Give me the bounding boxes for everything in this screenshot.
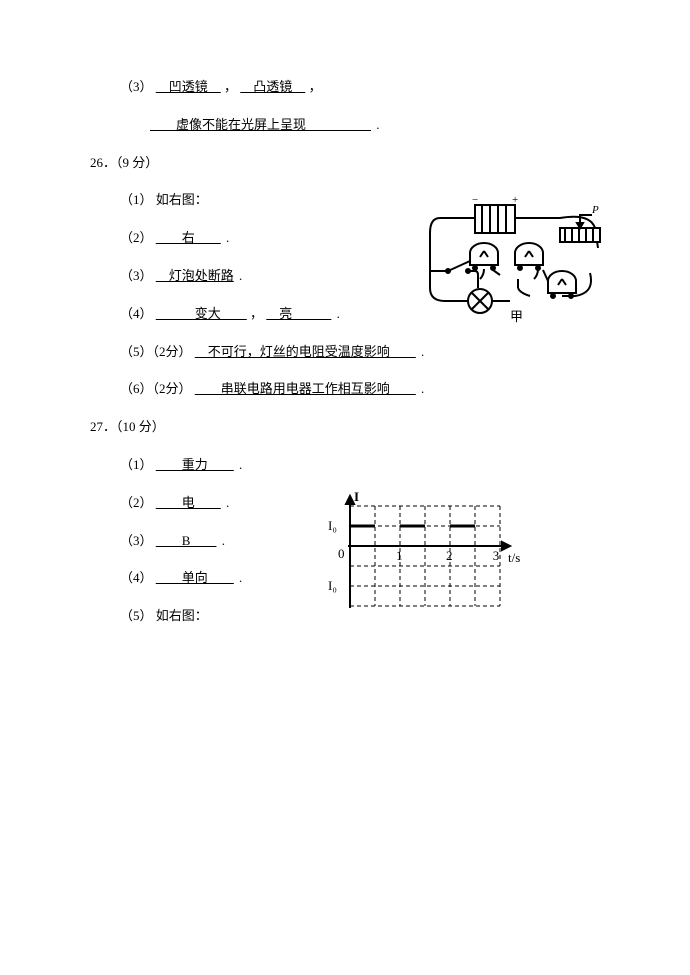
q27-s1-a: 重力 (156, 448, 234, 482)
q26-s4-b: 亮 (266, 297, 331, 331)
q25-s3-a: 凹透镜 (156, 70, 221, 104)
q27-header: 27．（10 分） (90, 410, 640, 444)
q27-s3-a: B (156, 524, 217, 558)
q26-s2-end: . (224, 230, 229, 245)
q26-s1-num: （1） (120, 192, 153, 207)
q25-s3-line2: 虚像不能在光屏上呈现 (150, 108, 371, 142)
chart-x1: 1 (396, 548, 403, 563)
q26-s6: （6）（2分） 串联电路用电器工作相互影响 . (90, 372, 640, 406)
q26-s4-end: . (335, 306, 340, 321)
chart-x2: 2 (446, 548, 453, 563)
q26-s3-num: （3） (120, 268, 153, 283)
q25-s3-b: 凸透镜 (240, 70, 305, 104)
q26-s3: （3） 灯泡处断路 . (90, 259, 370, 293)
chart-ylabel: I (354, 489, 359, 504)
q27-s5-text: 如右图： (156, 608, 208, 623)
q26-s2-a: 右 (156, 221, 221, 255)
q26-s5: （5）（2分） 不可行，灯丝的电阻受温度影响 . (90, 335, 640, 369)
chart-i0-neg: I₀ (328, 578, 337, 593)
q26-s4-num: （4） (120, 306, 153, 321)
q25-sub3-line1: （3） 凹透镜 ， 凸透镜 ， (90, 70, 640, 104)
q26-s1: （1） 如右图： (90, 183, 370, 217)
q26-s6-a: 串联电路用电器工作相互影响 (195, 372, 416, 406)
q27-s4-end: . (237, 570, 242, 585)
q27-s3-num: （3） (120, 533, 153, 548)
q27-s2-end: . (224, 495, 229, 510)
q26-header: 26．（9 分） (90, 146, 640, 180)
q27-s2-a: 电 (156, 486, 221, 520)
q26-s2-num: （2） (120, 230, 153, 245)
q26-s4-comma: ， (250, 306, 263, 321)
q27-block: I I₀ I₀ 0 1 2 3 t/s （1） 重力 . （2） 电 . （3）… (90, 448, 640, 633)
q27-s2-num: （2） (120, 495, 153, 510)
chart-x3: 3 (493, 548, 500, 563)
q27-s1: （1） 重力 . (90, 448, 640, 482)
svg-text:−: − (472, 194, 478, 206)
q26-s1-text: 如右图： (156, 192, 208, 207)
q25-sub3-line2-wrap: 虚像不能在光屏上呈现 . (90, 108, 640, 142)
q25-s3-num: （3） (120, 79, 153, 94)
q27-s1-end: . (237, 457, 242, 472)
svg-text:+: + (512, 194, 518, 206)
q26-s5-end: . (419, 344, 424, 359)
q26-s4-a: 变大 (156, 297, 247, 331)
chart-xlabel: t/s (508, 550, 520, 565)
q26-s6-end: . (419, 381, 424, 396)
circuit-diagram: − + P 甲 (420, 193, 610, 323)
q26-block: − + P 甲 （1） 如右图： （2） 右 . （3） 灯泡处断路 . （4）… (90, 183, 640, 406)
q25-s3-end: . (374, 117, 379, 132)
q26-s3-a: 灯泡处断路 (156, 259, 234, 293)
q27-s5-num: （5） (120, 608, 153, 623)
q26-s2: （2） 右 . (90, 221, 370, 255)
circuit-caption: 甲 (510, 309, 523, 323)
q27-s4-a: 单向 (156, 561, 234, 595)
chart-i0-pos: I₀ (328, 518, 337, 533)
q27-s1-num: （1） (120, 457, 153, 472)
q27-s4-num: （4） (120, 570, 153, 585)
q25-s3-comma1: ， (224, 79, 237, 94)
q25-s3-comma2: ， (309, 79, 322, 94)
current-time-chart: I I₀ I₀ 0 1 2 3 t/s (320, 486, 530, 616)
q26-s5-a: 不可行，灯丝的电阻受温度影响 (195, 335, 416, 369)
q26-s6-num: （6）（2分） (120, 381, 192, 396)
q26-s3-end: . (237, 268, 242, 283)
chart-origin: 0 (338, 546, 345, 561)
q26-s5-num: （5）（2分） (120, 344, 192, 359)
q27-s3-end: . (220, 533, 225, 548)
svg-text:P: P (591, 204, 599, 216)
